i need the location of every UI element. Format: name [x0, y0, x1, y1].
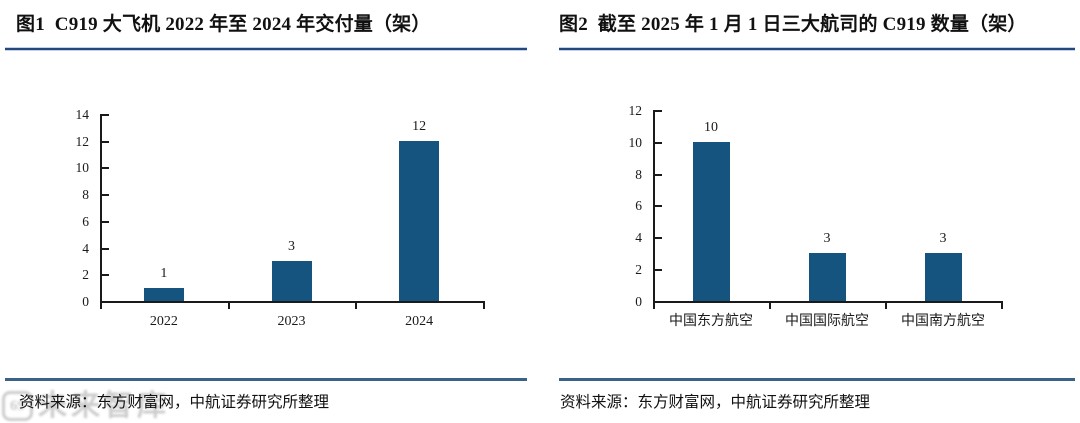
y-tick	[102, 220, 109, 223]
y-axis-line	[100, 114, 102, 303]
figure-1-title-divider	[5, 48, 527, 50]
figure-2-title-divider	[559, 48, 1075, 50]
x-tick	[769, 303, 771, 309]
watermark-text: 未来智库	[38, 390, 171, 422]
bar-value-label: 1	[160, 265, 168, 281]
y-tick	[655, 237, 662, 240]
bar-中国国际航空	[808, 253, 846, 301]
y-tick-label: 0	[82, 294, 89, 309]
figure-2-panel: 图2 截至 2025 年 1 月 1 日三大航司的 C919 数量（架） 0 2 4…	[559, 0, 1075, 423]
y-tick	[102, 247, 109, 250]
figure-1-title: 图1 C919 大飞机 2022 年至 2024 年交付量（架）	[16, 14, 431, 35]
figure-2-source-divider	[559, 378, 1075, 381]
bar-中国东方航空	[692, 141, 730, 301]
y-tick	[655, 109, 662, 112]
y-tick	[102, 301, 109, 303]
watermark: 69 未来智库	[2, 391, 170, 421]
x-category-label: 中国国际航空	[785, 314, 869, 329]
y-tick	[102, 140, 109, 143]
figure-2-bar-chart: 0 2 4 6 8 10 12 10 中国东方航空 3 中国国际航空 3 中国南方航空	[559, 103, 1075, 340]
y-tick	[102, 114, 109, 116]
x-tick	[653, 303, 655, 309]
y-tick-label: 2	[82, 267, 89, 283]
y-tick-label: 8	[635, 166, 642, 182]
x-axis-line	[100, 301, 485, 303]
x-tick	[885, 303, 887, 309]
figure-2-source: 资料来源：东方财富网，中航证券研究所整理	[560, 394, 871, 411]
bar-value-label: 10	[704, 119, 718, 135]
bar-value-label: 12	[412, 118, 427, 134]
y-tick	[655, 301, 662, 303]
bar-2023	[271, 260, 312, 301]
watermark-logo: 69	[2, 391, 33, 421]
y-tick-label: 14	[75, 107, 90, 122]
y-tick-label: 0	[635, 294, 642, 309]
y-tick-label: 2	[635, 262, 642, 278]
x-category-label: 2023	[277, 314, 306, 329]
x-category-label: 2024	[405, 314, 434, 329]
figure-1-bar-chart: 0 2 4 6 8 10 12 14 1 2022 3 2023 12 2024	[5, 105, 527, 340]
y-tick	[655, 269, 662, 272]
x-tick	[1001, 303, 1003, 309]
figure-1-source-divider	[5, 378, 527, 381]
y-tick-label: 10	[75, 160, 90, 176]
y-tick	[655, 141, 662, 144]
x-tick	[100, 303, 102, 309]
x-category-label: 2022	[149, 314, 178, 329]
bar-2024	[399, 140, 440, 301]
y-tick	[102, 274, 109, 277]
x-category-label: 中国东方航空	[669, 314, 753, 329]
x-tick	[483, 303, 485, 309]
bar-value-label: 3	[939, 231, 947, 247]
y-tick-label: 10	[628, 134, 643, 150]
y-tick	[655, 205, 662, 208]
y-axis-line	[653, 109, 655, 303]
x-axis-line	[653, 301, 1003, 303]
y-tick-label: 8	[82, 187, 89, 203]
x-category-label: 中国南方航空	[901, 314, 985, 329]
y-tick-label: 4	[635, 230, 642, 246]
figure-1-panel: 图1 C919 大飞机 2022 年至 2024 年交付量（架） 0 2 4 6 8 10…	[5, 0, 527, 423]
bar-value-label: 3	[823, 231, 831, 247]
bar-2022	[143, 287, 184, 301]
figure-1-source: 资料来源：东方财富网，中航证券研究所整理	[19, 394, 330, 411]
x-tick	[355, 303, 358, 309]
figure-2-title: 图2 截至 2025 年 1 月 1 日三大航司的 C919 数量（架）	[559, 14, 1027, 35]
y-tick-label: 4	[82, 240, 89, 256]
y-tick	[102, 167, 109, 170]
bar-value-label: 3	[288, 238, 295, 254]
y-tick	[102, 194, 109, 197]
y-tick-label: 6	[82, 213, 89, 229]
y-tick-label: 6	[635, 198, 642, 214]
y-tick-label: 12	[75, 133, 90, 149]
x-tick	[227, 303, 230, 309]
y-tick-label: 12	[628, 103, 643, 118]
bar-中国南方航空	[924, 253, 962, 301]
y-tick	[655, 173, 662, 176]
